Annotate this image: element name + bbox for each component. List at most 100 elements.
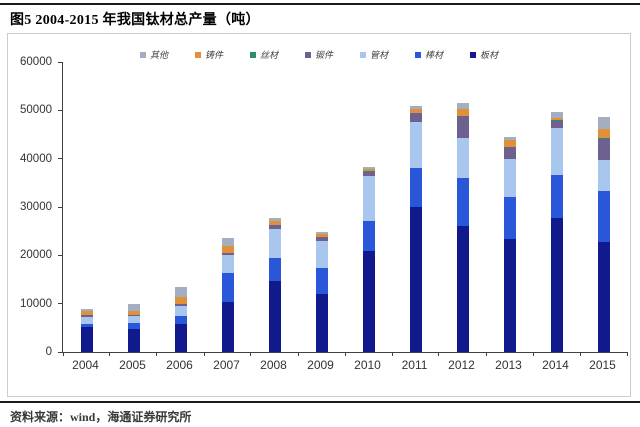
bar-slot-2005 xyxy=(110,62,157,352)
bar-slot-2014 xyxy=(533,62,580,352)
stacked-bar-2013 xyxy=(503,136,516,352)
bar-segment-铸件 xyxy=(550,118,563,121)
bar-segment-管材 xyxy=(221,255,234,273)
x-tick-label: 2011 xyxy=(401,358,428,372)
stacked-bar-2009 xyxy=(315,231,328,352)
bar-segment-其他 xyxy=(221,237,234,246)
bar-segment-锻件 xyxy=(315,237,328,242)
x-tick-label: 2005 xyxy=(119,358,146,372)
bar-segment-管材 xyxy=(409,122,422,168)
bar-segment-管材 xyxy=(268,229,281,258)
bar-segment-锻件 xyxy=(221,253,234,256)
x-tick-mark xyxy=(156,352,158,356)
y-tick-label: 60000 xyxy=(20,56,52,68)
bar-segment-板材 xyxy=(268,281,281,352)
x-tick-label: 2009 xyxy=(307,358,334,372)
x-tick-mark xyxy=(344,352,346,356)
bar-segment-棒材 xyxy=(174,316,187,325)
bar-segment-棒材 xyxy=(315,267,328,295)
bar-segment-铸件 xyxy=(315,234,328,237)
bar-segment-棒材 xyxy=(456,178,469,227)
bar-segment-管材 xyxy=(80,316,93,324)
legend-label: 铸件 xyxy=(204,50,223,60)
bar-segment-板材 xyxy=(362,250,375,352)
x-tick-mark xyxy=(485,352,487,356)
bar-segment-铸件 xyxy=(456,108,469,116)
bar-slot-2011 xyxy=(392,62,439,352)
x-tick-label: 2010 xyxy=(354,358,381,372)
stacked-bar-2005 xyxy=(127,304,140,352)
bar-slot-2008 xyxy=(251,62,298,352)
bar-segment-铸件 xyxy=(597,129,610,139)
y-tick-label: 50000 xyxy=(20,104,52,117)
x-tick-mark xyxy=(626,352,628,356)
y-tick-label: 40000 xyxy=(20,152,52,165)
y-tick-label: 10000 xyxy=(20,297,52,310)
bar-segment-板材 xyxy=(80,327,93,352)
chart-area: 其他 铸件 丝材 锻件 管材 棒材 板材 0 10000 20000 30000 40000 5000… xyxy=(7,33,631,397)
bar-segment-其他 xyxy=(315,231,328,235)
x-tick-mark xyxy=(203,352,205,356)
legend-label: 板材 xyxy=(480,50,499,60)
legend-swatch-icon xyxy=(249,51,256,58)
y-tick-label: 0 xyxy=(45,346,52,358)
y-axis: 0 10000 20000 30000 40000 50000 60000 xyxy=(8,56,60,358)
bar-segment-铸件 xyxy=(127,310,140,315)
bar-segment-锻件 xyxy=(456,116,469,139)
bar-segment-板材 xyxy=(409,207,422,352)
bar-segment-锻件 xyxy=(362,171,375,177)
bar-segment-板材 xyxy=(127,328,140,352)
x-tick-label: 2004 xyxy=(72,358,99,372)
x-tick-mark xyxy=(250,352,252,356)
stacked-bar-2008 xyxy=(268,217,281,352)
x-tick-mark xyxy=(579,352,581,356)
y-tick-mark xyxy=(58,61,63,63)
legend-label: 管材 xyxy=(370,50,389,60)
bar-slot-2015 xyxy=(580,62,627,352)
bar-segment-锻件 xyxy=(409,113,422,123)
bar-segment-管材 xyxy=(174,306,187,317)
bar-segment-其他 xyxy=(550,111,563,119)
bar-slot-2006 xyxy=(157,62,204,352)
bar-segment-棒材 xyxy=(221,272,234,302)
bar-segment-铸件 xyxy=(268,220,281,225)
bar-segment-锻件 xyxy=(550,120,563,128)
bar-segment-锻件 xyxy=(127,315,140,317)
bar-segment-锻件 xyxy=(268,225,281,230)
x-tick-label: 2008 xyxy=(260,358,287,372)
stacked-bar-2007 xyxy=(221,237,234,352)
x-tick-mark xyxy=(109,352,111,356)
x-tick-label: 2015 xyxy=(589,358,616,372)
bar-segment-锻件 xyxy=(174,304,187,307)
bar-segment-板材 xyxy=(456,226,469,352)
bar-segment-板材 xyxy=(503,239,516,352)
bar-segment-棒材 xyxy=(268,257,281,282)
y-tick-label: 20000 xyxy=(20,249,52,262)
bar-slot-2010 xyxy=(345,62,392,352)
bar-segment-铸件 xyxy=(174,296,187,304)
bar-slot-2004 xyxy=(63,62,110,352)
bar-segment-铸件 xyxy=(80,310,93,315)
bar-segment-板材 xyxy=(315,294,328,352)
bar-segment-管材 xyxy=(315,241,328,268)
bar-segment-铸件 xyxy=(362,168,375,172)
bar-segment-棒材 xyxy=(409,167,422,207)
legend-item: 板材 xyxy=(470,48,498,61)
x-tick-label: 2014 xyxy=(542,358,569,372)
stacked-bar-2014 xyxy=(550,111,563,352)
bar-segment-铸件 xyxy=(221,245,234,253)
legend-swatch-icon xyxy=(139,51,146,58)
bar-segment-铸件 xyxy=(503,140,516,147)
legend-swatch-icon xyxy=(360,51,366,58)
legend-item: 铸件 xyxy=(194,48,223,61)
bar-segment-管材 xyxy=(503,159,516,197)
bar-segment-棒材 xyxy=(80,323,93,328)
bar-segment-管材 xyxy=(127,316,140,324)
x-tick-label: 2007 xyxy=(213,358,240,372)
legend-item: 其他 xyxy=(139,48,168,61)
stacked-bar-2012 xyxy=(456,103,469,352)
stacked-bar-2004 xyxy=(80,308,93,352)
bar-segment-板材 xyxy=(550,217,563,352)
bar-segment-板材 xyxy=(221,301,234,352)
